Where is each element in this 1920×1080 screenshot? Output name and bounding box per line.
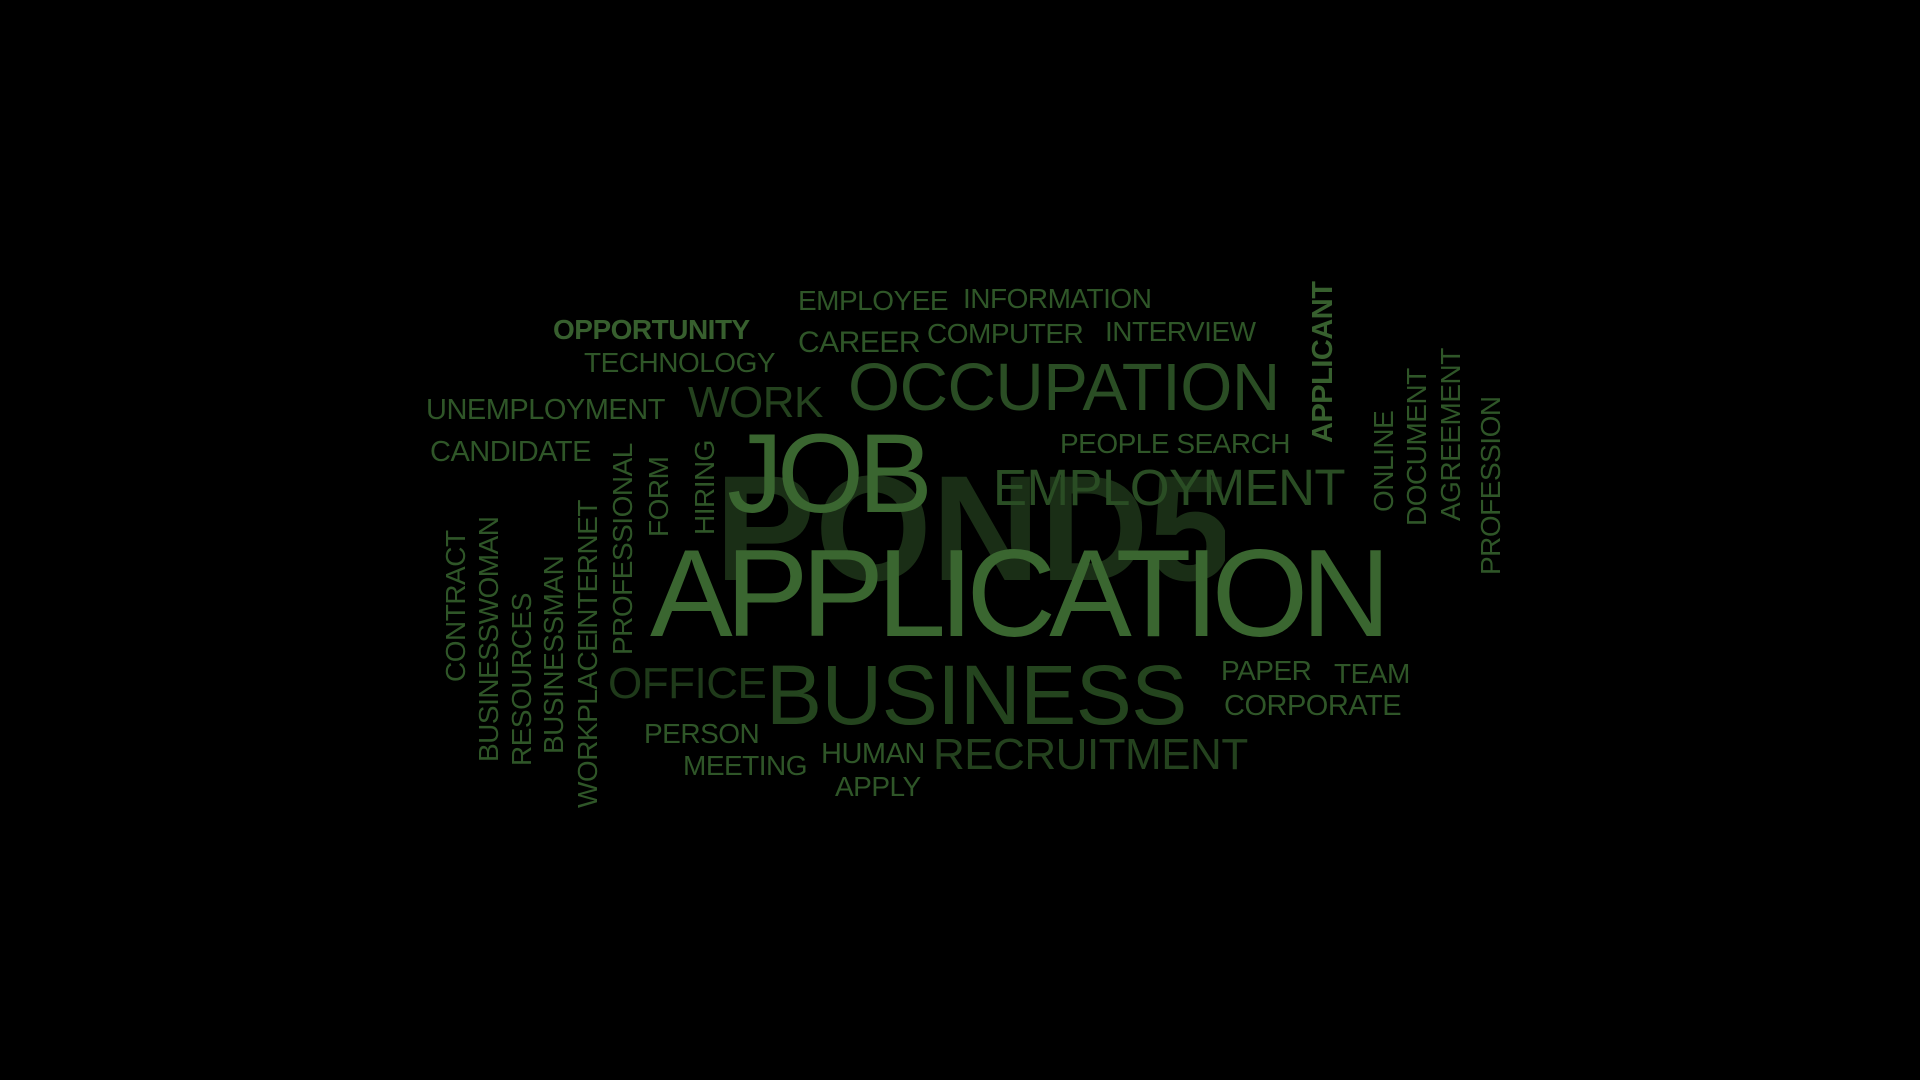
word-unemployment: UNEMPLOYMENT [426,394,665,426]
word-computer: COMPUTER [927,318,1084,349]
word-career: CAREER [798,326,921,359]
word-meeting: MEETING [683,750,808,781]
word-recruitment: RECRUITMENT [933,730,1248,779]
word-online: ONLINE [1368,410,1399,512]
word-applicant: APPLICANT [1307,281,1339,443]
word-occupation: OCCUPATION [848,350,1280,425]
word-employment: EMPLOYMENT [993,459,1346,516]
word-agreement: AGREEMENT [1435,348,1466,521]
word-workplace: WORKPLACE [572,633,603,808]
word-hiring: HIRING [689,440,720,535]
word-team: TEAM [1334,658,1410,689]
word-candidate: CANDIDATE [430,436,591,468]
word-professional: PROFESSIONAL [607,443,638,655]
word-contract: CONTRACT [440,530,471,682]
word-internet: INTERNET [572,500,603,636]
word-apply: APPLY [835,771,921,802]
word-job: JOB [727,411,933,536]
word-corporate: CORPORATE [1224,690,1402,722]
word-office: OFFICE [608,659,767,708]
word-resources: RESOURCES [506,593,537,766]
word-work: WORK [688,378,823,427]
word-person: PERSON [644,718,760,749]
word-document: DOCUMENT [1401,368,1432,526]
word-businessman: BUSINESSMAN [538,555,569,754]
word-paper: PAPER [1221,655,1312,686]
word-businesswoman: BUSINESSWOMAN [473,516,504,762]
word-technology: TECHNOLOGY [584,347,776,378]
word-information: INFORMATION [963,283,1152,314]
word-employee: EMPLOYEE [798,285,949,316]
word-form: FORM [643,456,674,537]
word-application: APPLICATION [650,525,1391,663]
word-opportunity: OPPORTUNITY [553,314,750,345]
word-profession: PROFESSION [1475,396,1506,575]
word-interview: INTERVIEW [1105,316,1256,347]
word-human: HUMAN [821,738,925,770]
word-people-search: PEOPLE SEARCH [1060,428,1291,459]
word-business: BUSINESS [766,648,1187,742]
